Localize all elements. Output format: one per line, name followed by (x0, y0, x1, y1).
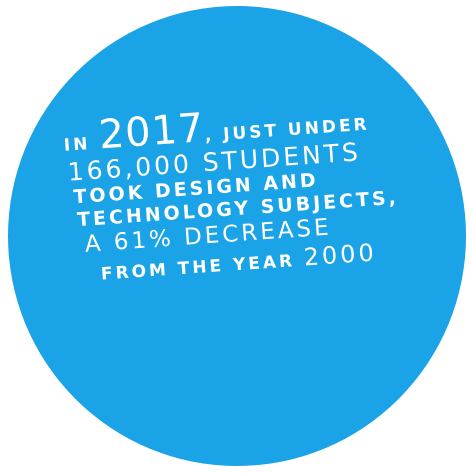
blue-circle (8, 6, 466, 466)
statistic-text: IN 2017, JUST UNDER 166,000 STUDENTS TOO… (62, 93, 433, 286)
year-2000: 2000 (302, 238, 378, 272)
line-1-prefix: IN (63, 133, 101, 156)
